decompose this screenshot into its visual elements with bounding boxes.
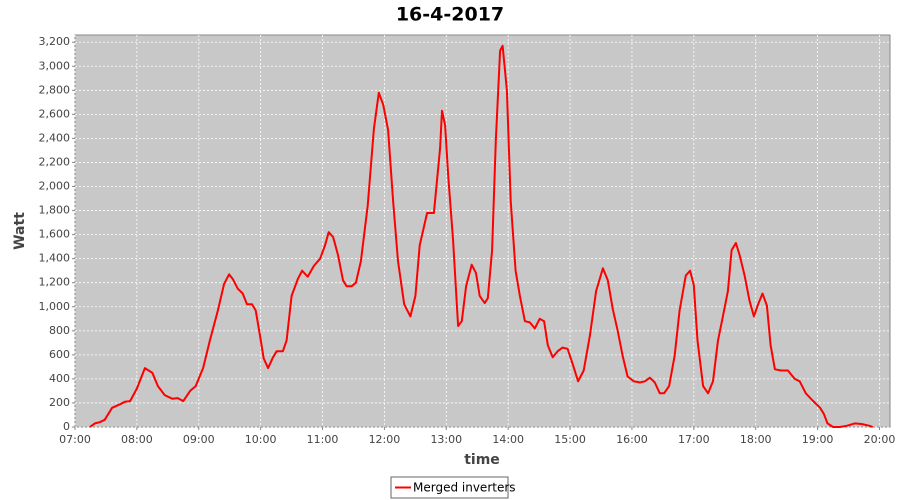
- y-tick-label: 3,000: [39, 59, 71, 72]
- x-tick-label: 14:00: [492, 433, 524, 446]
- x-tick-label: 11:00: [307, 433, 339, 446]
- x-tick-label: 20:00: [864, 433, 896, 446]
- x-tick-label: 18:00: [740, 433, 772, 446]
- y-tick-label: 3,200: [39, 35, 71, 48]
- x-tick-label: 08:00: [121, 433, 153, 446]
- x-tick-label: 16:00: [616, 433, 648, 446]
- x-tick-label: 09:00: [183, 433, 215, 446]
- y-tick-label: 600: [49, 348, 70, 361]
- y-tick-label: 2,200: [39, 155, 71, 168]
- chart-title: 16-4-2017: [396, 4, 504, 26]
- y-tick-label: 1,800: [39, 204, 71, 217]
- x-tick-label: 12:00: [369, 433, 401, 446]
- y-tick-label: 0: [63, 420, 70, 433]
- y-tick-label: 2,400: [39, 131, 71, 144]
- y-tick-label: 2,000: [39, 180, 71, 193]
- y-tick-label: 1,400: [39, 252, 71, 265]
- y-tick-label: 1,000: [39, 300, 71, 313]
- x-tick-label: 15:00: [554, 433, 586, 446]
- legend-label: Merged inverters: [413, 481, 516, 495]
- x-tick-label: 13:00: [430, 433, 462, 446]
- y-tick-label: 1,600: [39, 228, 71, 241]
- grid: [74, 35, 890, 428]
- y-tick-label: 2,600: [39, 107, 71, 120]
- x-axis-label: time: [464, 452, 500, 468]
- y-tick-label: 200: [49, 396, 70, 409]
- legend: [390, 476, 509, 499]
- y-tick-label: 400: [49, 372, 70, 385]
- x-tick-label: 19:00: [802, 433, 834, 446]
- data-line: [89, 44, 874, 428]
- x-tick-label: 07:00: [59, 433, 91, 446]
- x-tick-label: 10:00: [245, 433, 277, 446]
- y-tick-label: 1,200: [39, 276, 71, 289]
- y-tick-label: 800: [49, 324, 70, 337]
- y-axis-label: Watt: [12, 212, 28, 250]
- plot-area: [74, 34, 891, 428]
- y-tick-label: 2,800: [39, 83, 71, 96]
- x-tick-label: 17:00: [678, 433, 710, 446]
